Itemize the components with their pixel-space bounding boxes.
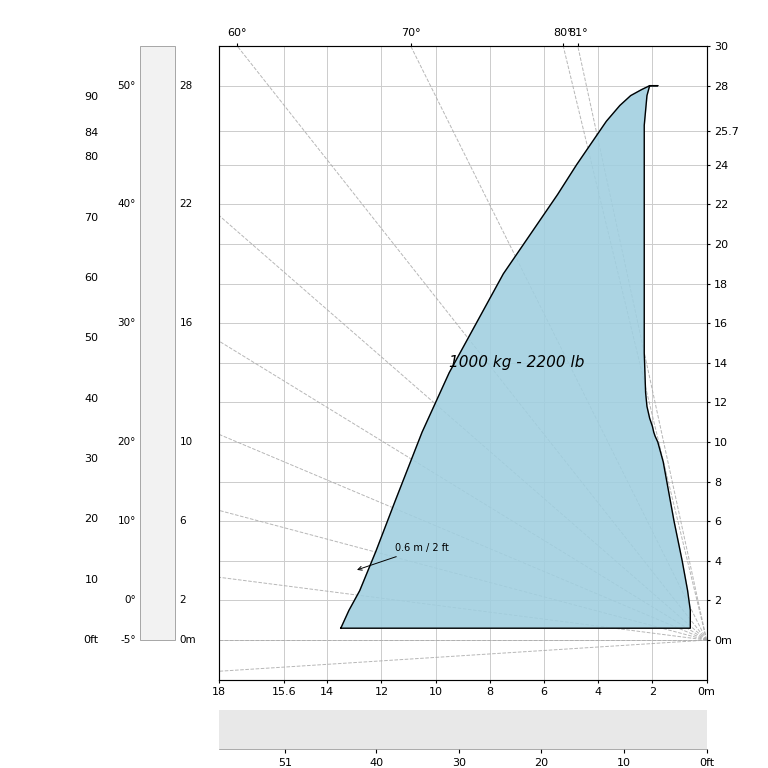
Polygon shape [341, 86, 690, 628]
Text: 80: 80 [84, 152, 98, 162]
Text: 60: 60 [84, 273, 98, 283]
Text: 40: 40 [84, 394, 98, 404]
Text: 20: 20 [84, 515, 98, 525]
Text: 0ft: 0ft [84, 635, 98, 645]
Text: 10: 10 [180, 437, 193, 447]
Text: 16: 16 [180, 318, 193, 328]
Bar [140, 46, 175, 640]
Text: 2: 2 [180, 595, 186, 605]
Text: 0m: 0m [180, 635, 196, 645]
Text: 10: 10 [84, 574, 98, 584]
Text: 1000 kg - 2200 lb: 1000 kg - 2200 lb [449, 356, 584, 370]
Text: 30°: 30° [118, 318, 136, 328]
Text: 50°: 50° [118, 81, 136, 91]
Text: 22: 22 [180, 200, 193, 210]
Text: 10°: 10° [118, 516, 136, 526]
Text: 6: 6 [180, 516, 186, 526]
Text: 20°: 20° [118, 437, 136, 447]
Text: 40°: 40° [118, 200, 136, 210]
Text: 0.6 m / 2 ft: 0.6 m / 2 ft [358, 543, 449, 570]
Text: 50: 50 [84, 333, 98, 343]
Text: 0°: 0° [124, 595, 136, 605]
Text: 28: 28 [180, 81, 193, 91]
Text: -5°: -5° [120, 635, 136, 645]
Text: 30: 30 [84, 454, 98, 464]
Text: 70: 70 [84, 213, 98, 223]
Text: 84: 84 [84, 128, 98, 138]
Text: 90: 90 [84, 92, 98, 102]
